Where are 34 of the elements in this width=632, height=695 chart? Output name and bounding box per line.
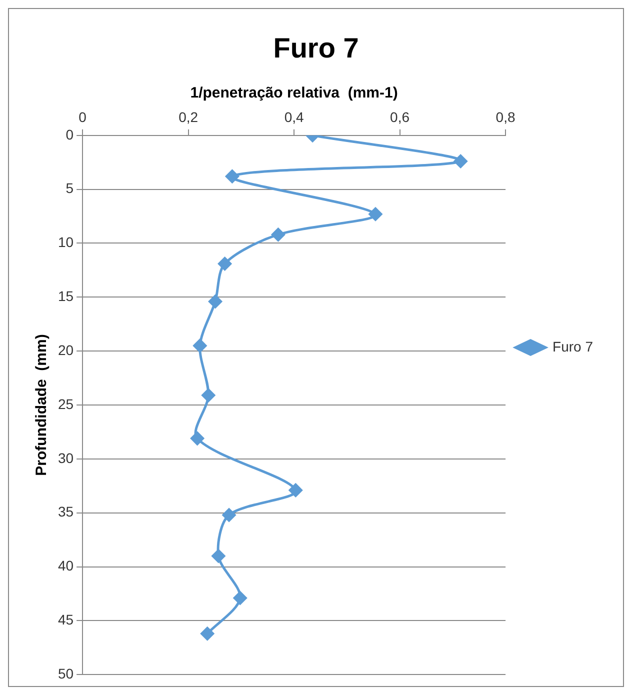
point [218,256,232,270]
x-tick-label: 0,8 [496,108,516,125]
y-axis-title: Profundidade (mm) [33,334,50,476]
point [288,483,302,497]
legend-label: Furo 7 [552,338,594,354]
y-tick-label: 10 [58,234,74,250]
point [222,508,236,522]
point [190,432,204,446]
point [200,626,214,640]
y-tick-label: 35 [58,504,74,520]
x-axis-title: 1/penetração relativa (mm-1) [190,84,398,102]
y-tick-label: 15 [58,288,74,304]
point [208,294,222,308]
y-tick-label: 5 [66,180,74,196]
point [212,549,226,563]
y-tick-label: 20 [58,342,74,358]
y-tick-label: 30 [58,450,74,466]
point [454,154,468,168]
point [233,591,247,605]
chart-title: Furo 7 [273,32,359,64]
point [368,207,382,221]
x-tick-label: 0 [78,108,87,125]
point [193,338,207,352]
y-tick-label: 40 [58,558,74,574]
point [225,170,239,184]
y-tick-label: 45 [58,612,74,628]
point [271,228,285,242]
x-tick-label: 0,6 [390,108,410,125]
y-tick-label: 0 [66,126,74,142]
point [202,388,216,402]
y-tick-label: 25 [58,396,74,412]
x-tick-label: 0,4 [284,108,304,125]
y-tick-label: 50 [58,665,74,682]
x-tick-label: 0,2 [178,108,198,125]
